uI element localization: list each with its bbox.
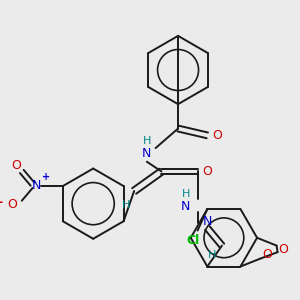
Text: N: N — [32, 178, 41, 192]
Text: O: O — [11, 159, 21, 172]
Text: N: N — [142, 147, 152, 161]
Text: -: - — [0, 196, 3, 209]
Text: N: N — [202, 215, 212, 228]
Text: N: N — [181, 200, 190, 213]
Text: O: O — [7, 198, 17, 211]
Text: O: O — [262, 248, 272, 261]
Text: Cl: Cl — [186, 234, 199, 247]
Text: +: + — [42, 172, 50, 182]
Text: O: O — [278, 243, 288, 256]
Text: H: H — [182, 189, 190, 199]
Text: H: H — [122, 200, 130, 210]
Text: O: O — [212, 129, 222, 142]
Text: O: O — [202, 165, 212, 178]
Text: H: H — [208, 250, 216, 260]
Text: H: H — [143, 136, 151, 146]
